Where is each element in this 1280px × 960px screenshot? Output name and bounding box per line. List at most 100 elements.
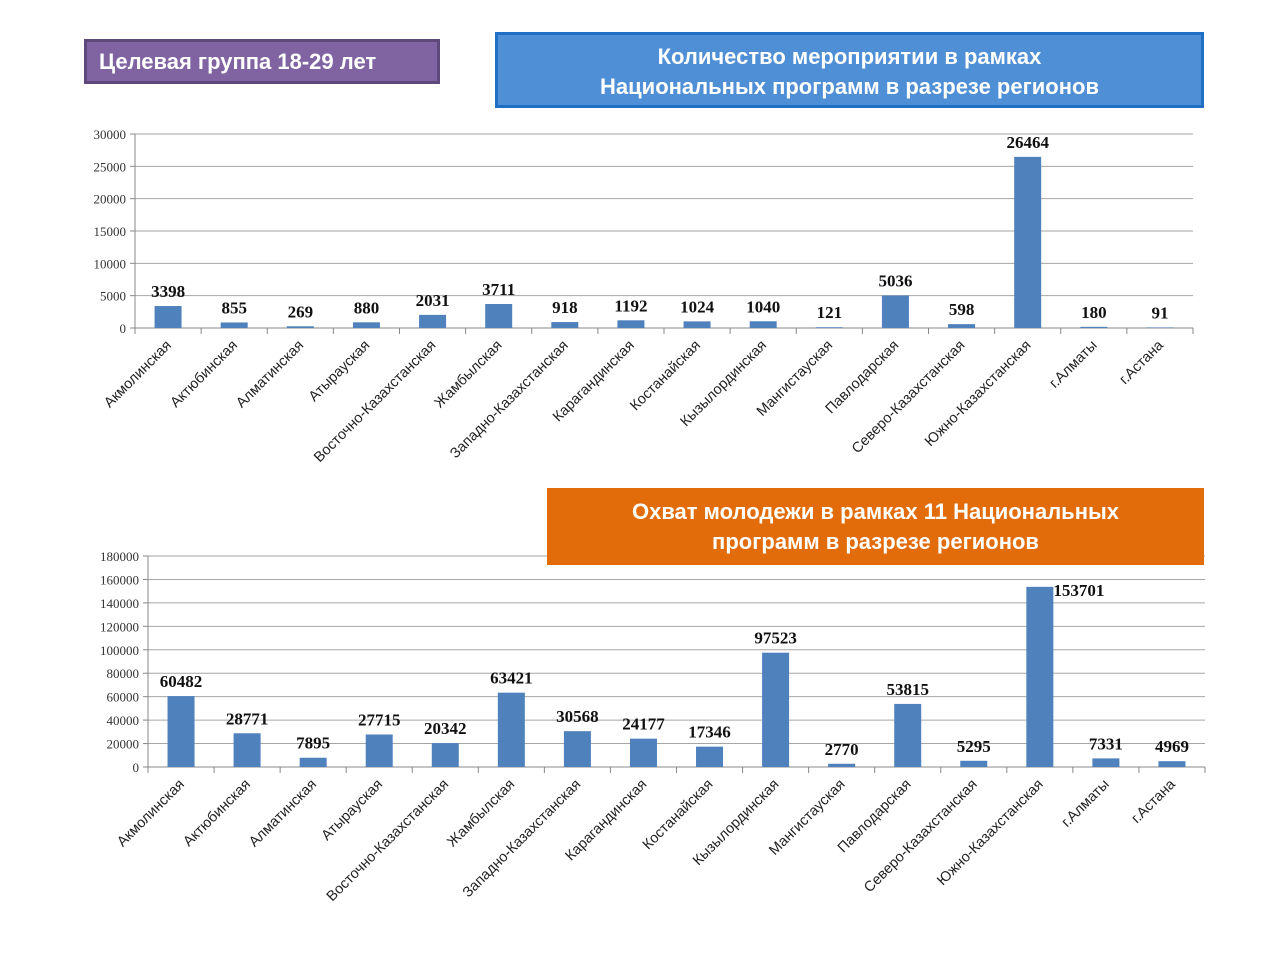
chart2-ytick-label: 180000: [100, 549, 139, 564]
chart2-category-label: Северо-Казахстанская: [861, 777, 980, 896]
chart1-bar: [352, 322, 380, 328]
chart2-bar: [233, 733, 261, 767]
chart1-category-label: Алматинская: [233, 338, 307, 412]
chart2-ytick-label: 80000: [107, 666, 140, 681]
chart2-bar: [365, 734, 393, 767]
chart2-category-label: Жамбылская: [444, 777, 518, 851]
chart1-category-label: Акмолинская: [101, 338, 175, 412]
chart1-title-line2: Национальных программ в разрезе регионов: [600, 74, 1099, 99]
chart1-bar: [815, 327, 843, 328]
chart2-title: Охват молодежи в рамках 11 Национальных …: [547, 488, 1204, 565]
chart2-ytick-label: 100000: [100, 643, 139, 658]
chart2-value-label: 153701: [1053, 581, 1104, 600]
chart2-category-label: Алматинская: [246, 777, 320, 851]
chart2-bar: [167, 696, 195, 767]
chart1-bar: [220, 322, 248, 328]
chart2-title-line2: программ в разрезе регионов: [712, 529, 1039, 554]
chart2-value-label: 60482: [160, 672, 203, 691]
chart2-ytick-label: 160000: [100, 572, 139, 587]
chart1-ytick-label: 30000: [94, 127, 127, 142]
chart2-bar: [497, 692, 525, 767]
target-group-label: Целевая группа 18-29 лет: [84, 39, 440, 84]
chart1-value-label: 269: [288, 302, 314, 321]
chart2-value-label: 7895: [296, 734, 330, 753]
chart1-ytick-label: 10000: [94, 256, 127, 271]
chart1-ytick-label: 0: [120, 321, 127, 336]
chart2-ytick-label: 120000: [100, 619, 139, 634]
chart1-value-label: 1192: [614, 296, 647, 315]
chart1-bar: [154, 306, 182, 328]
chart2-ytick-label: 0: [133, 760, 140, 775]
chart1-category-label: Атырауская: [306, 338, 373, 405]
chart1-value-label: 855: [221, 298, 247, 317]
chart1-ytick-label: 20000: [94, 192, 127, 207]
chart2-category-label: г.Астана: [1129, 776, 1180, 827]
chart1-bar: [749, 321, 777, 328]
chart2-bar: [894, 703, 922, 767]
chart1-category-label: Западно-Казахстанская: [447, 338, 571, 462]
chart1-bar: [286, 326, 314, 328]
chart2-value-label: 27715: [358, 711, 401, 730]
chart2-bar: [1092, 758, 1120, 767]
chart2-ytick-label: 60000: [107, 690, 140, 705]
chart1-bar: [551, 322, 579, 328]
chart2-title-line1: Охват молодежи в рамках 11 Национальных: [631, 499, 1120, 524]
chart2-ytick-label: 140000: [100, 596, 139, 611]
chart2-value-label: 17346: [688, 723, 731, 742]
chart2-value-label: 20342: [424, 719, 467, 738]
chart1-bar: [683, 321, 711, 328]
chart1-ytick-label: 5000: [100, 289, 126, 304]
chart1-category-label: Жамбылская: [432, 338, 506, 412]
chart1-value-label: 91: [1151, 303, 1168, 322]
chart2-category-label: Акмолинская: [114, 777, 188, 851]
chart1-value-label: 3398: [151, 282, 185, 301]
chart2-bar: [299, 757, 327, 767]
chart1-value-label: 1040: [746, 297, 780, 316]
chart1-value-label: 5036: [878, 271, 912, 290]
chart1-bar: [1080, 326, 1108, 328]
chart2-value-label: 30568: [556, 707, 599, 726]
chart2-ytick-label: 40000: [107, 713, 140, 728]
chart1-ytick-label: 25000: [94, 159, 127, 174]
chart1-value-label: 2031: [416, 291, 450, 310]
chart1-category-label: г.Алматы: [1047, 338, 1101, 392]
chart2-value-label: 7331: [1089, 734, 1123, 753]
chart2-category-label: Западно-Казахстанская: [460, 777, 584, 901]
chart1-value-label: 880: [354, 298, 380, 317]
chart2-value-label: 4969: [1155, 737, 1189, 756]
chart1-category-label: Восточно-Казахстанская: [311, 338, 439, 466]
chart1-value-label: 26464: [1006, 133, 1049, 152]
chart1-bar: [419, 314, 447, 328]
chart1-value-label: 598: [949, 300, 975, 319]
chart2-bar: [960, 760, 988, 767]
chart1-bar: [485, 304, 513, 328]
chart1-value-label: 121: [817, 303, 843, 322]
chart2-bar: [696, 746, 724, 767]
chart1-title: Количество мероприятии в рамках Национал…: [495, 32, 1204, 108]
chart1-category-label: г.Астана: [1116, 337, 1167, 388]
chart2-category-label: г.Алматы: [1059, 777, 1113, 831]
chart1-bar: [617, 320, 645, 328]
chart1-bar: [948, 324, 976, 328]
chart2-value-label: 53815: [886, 680, 929, 699]
chart2-bar: [1158, 761, 1186, 767]
chart2-category-label: Атырауская: [319, 777, 386, 844]
chart2-value-label: 63421: [490, 669, 533, 688]
chart1-title-line1: Количество мероприятии в рамках: [657, 44, 1042, 69]
chart1-bar: [1014, 156, 1042, 328]
chart2-bar: [431, 743, 459, 767]
chart2-category-label: Актюбинская: [180, 777, 253, 850]
chart1-value-label: 918: [552, 298, 578, 317]
chart2-bar: [563, 731, 591, 767]
chart2-bar: [762, 652, 790, 767]
chart1-ytick-label: 15000: [94, 224, 127, 239]
chart2-value-label: 97523: [754, 629, 797, 648]
chart2-value-label: 5295: [957, 737, 991, 756]
chart1-value-label: 3711: [482, 280, 515, 299]
chart1-bar: [1146, 327, 1174, 328]
chart1-value-label: 180: [1081, 303, 1107, 322]
chart2-value-label: 24177: [622, 715, 665, 734]
chart2-value-label: 2770: [825, 740, 859, 759]
chart2-ytick-label: 20000: [107, 737, 140, 752]
